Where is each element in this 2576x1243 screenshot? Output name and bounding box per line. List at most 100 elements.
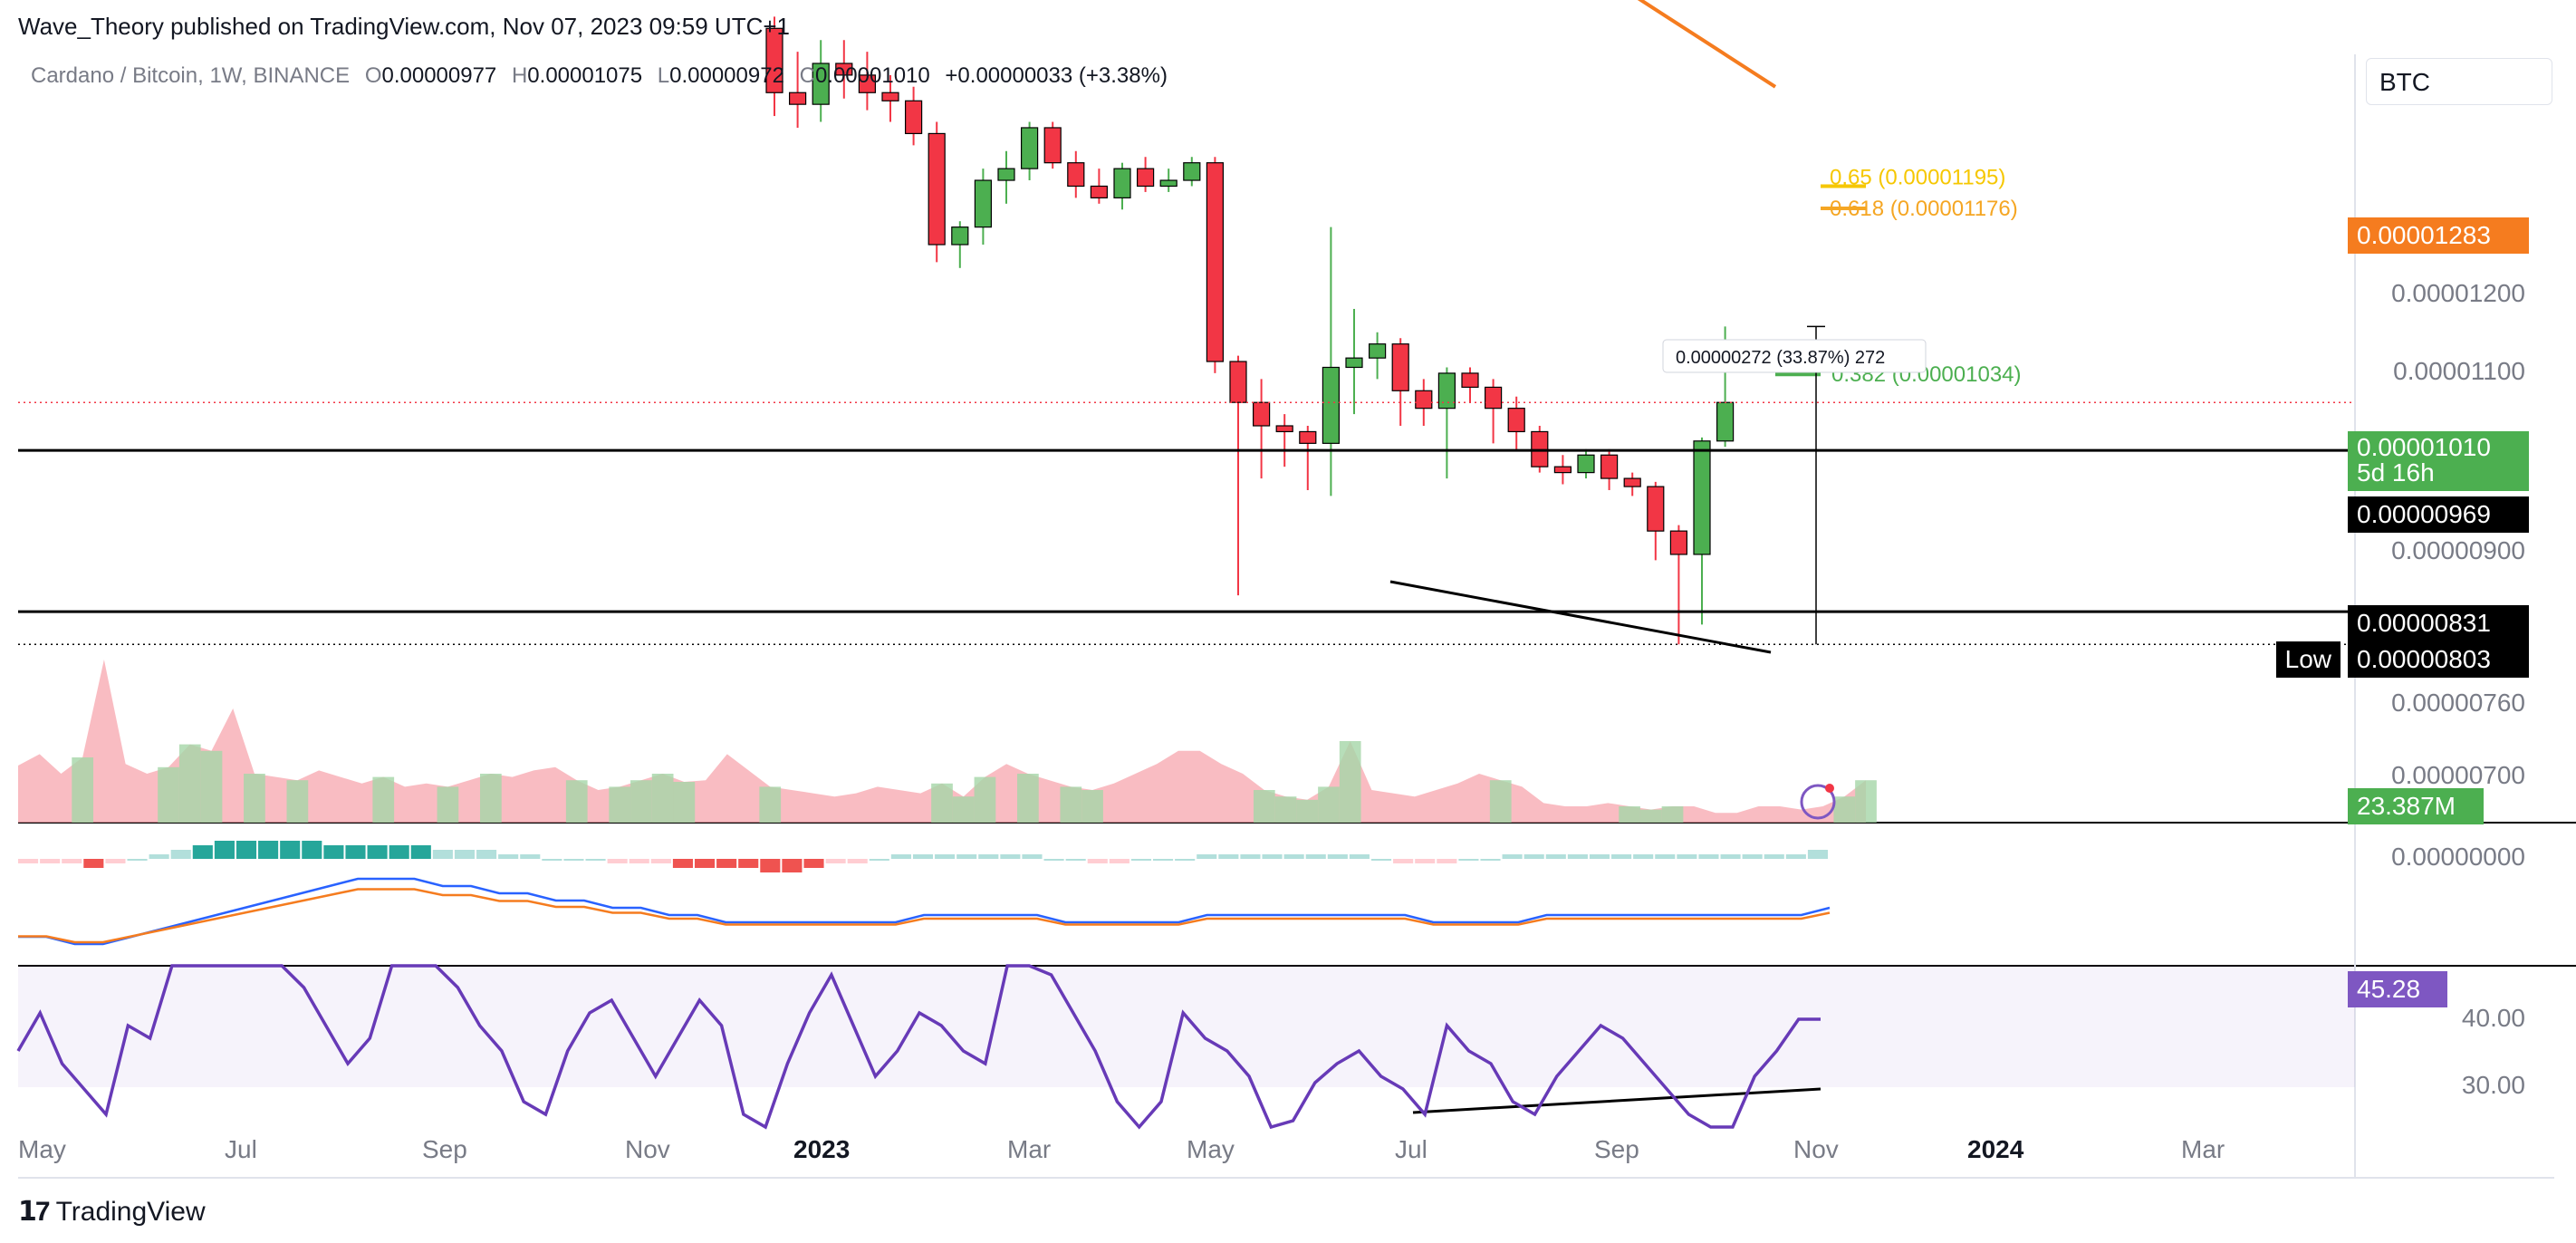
- volume-up-bar: [1296, 799, 1319, 823]
- price-tick: 0.00001200: [2391, 279, 2525, 307]
- tradingview-brand[interactable]: 𝟭7 TradingView: [18, 1196, 206, 1228]
- macd-histogram-bar: [367, 845, 388, 859]
- candle-body: [765, 27, 783, 93]
- volume-up-bar: [372, 776, 395, 823]
- price-tick: 0.00000700: [2391, 761, 2525, 789]
- volume-badge: 23.387M: [2348, 788, 2484, 824]
- volume-up-bar: [1489, 780, 1512, 823]
- close-value: 0.00001010: [814, 63, 930, 88]
- candle-body: [1275, 425, 1293, 433]
- volume-up-bar: [200, 750, 223, 823]
- macd-histogram-bar: [607, 859, 628, 863]
- open-value: 0.00000977: [381, 63, 497, 88]
- macd-histogram-bar: [389, 845, 409, 859]
- measure-box: [1662, 339, 1927, 373]
- moving-average-line: [1637, 0, 1777, 89]
- macd-histogram-bar: [1000, 854, 1021, 859]
- support-upper-badge: 0.00000969: [2348, 496, 2529, 533]
- low-price-badge: 0.00000803: [2348, 641, 2529, 678]
- volume-up-bar: [673, 782, 696, 823]
- candle-body: [997, 168, 1015, 181]
- macd-histogram-bar: [1437, 859, 1457, 863]
- macd-histogram-bar: [1043, 859, 1064, 861]
- open-label: O: [364, 63, 382, 88]
- macd-histogram-bar: [1698, 854, 1719, 859]
- macd-line: [18, 877, 1831, 946]
- volume-up-bar: [1661, 806, 1684, 823]
- brand-name: TradingView: [55, 1196, 206, 1227]
- publisher-header: Wave_Theory published on TradingView.com…: [18, 13, 790, 40]
- macd-histogram-bar: [258, 841, 279, 859]
- candle-body: [1391, 343, 1409, 391]
- price-divergence-line: [1389, 580, 1772, 654]
- macd-histogram-bar: [1218, 854, 1239, 859]
- volume-up-bar: [1619, 806, 1640, 823]
- volume-up-bar: [1833, 796, 1856, 823]
- macd-histogram-bar: [1589, 854, 1610, 859]
- candle-body: [1252, 401, 1271, 427]
- symbol-legend: Cardano / Bitcoin, 1W, BINANCE O0.000009…: [31, 63, 1168, 89]
- x-tick: Sep: [1594, 1135, 1639, 1163]
- volume-up-bar: [630, 780, 652, 823]
- macd-histogram-bar: [520, 854, 541, 859]
- volume-up-bar: [931, 783, 953, 823]
- macd-histogram-bar: [738, 859, 759, 868]
- candle-body: [1299, 430, 1317, 444]
- candle-body: [1345, 357, 1363, 369]
- candle-body: [1577, 454, 1595, 474]
- macd-histogram-bar: [345, 845, 366, 859]
- candle-body: [1693, 440, 1711, 555]
- high-value: 0.00001075: [527, 63, 643, 88]
- macd-histogram-bar: [563, 859, 584, 861]
- candle-body: [835, 63, 853, 76]
- macd-histogram-bar: [1022, 854, 1043, 859]
- candle-body: [1043, 127, 1062, 164]
- macd-histogram-bar: [410, 845, 431, 859]
- candle-body: [904, 100, 923, 135]
- signal-line: [18, 888, 1831, 944]
- macd-histogram-bar: [890, 854, 911, 859]
- macd-histogram-bar: [1153, 859, 1174, 861]
- macd-histogram-bar: [1480, 859, 1501, 861]
- low-label-badge: Low: [2275, 641, 2341, 678]
- volume-up-bar: [72, 757, 94, 823]
- macd-histogram-bar: [62, 859, 82, 863]
- x-tick: May: [18, 1135, 66, 1163]
- candle-body: [951, 226, 969, 246]
- x-tick: Mar: [2181, 1135, 2225, 1163]
- candle-body: [1206, 162, 1225, 362]
- macd-histogram-bar: [1458, 859, 1479, 861]
- candle-body: [974, 179, 993, 228]
- support-lower-badge: 0.00000831: [2348, 605, 2529, 641]
- x-tick-year: 2023: [793, 1135, 851, 1163]
- volume-up-bar: [759, 786, 782, 823]
- macd-histogram-bar: [1175, 859, 1196, 861]
- macd-histogram-bar: [542, 859, 562, 861]
- macd-histogram-bar: [1523, 854, 1544, 859]
- price-tick: 0.00001100: [2393, 357, 2525, 385]
- low-label: L: [657, 63, 670, 88]
- candle-body: [1623, 477, 1641, 487]
- macd-histogram-bar: [498, 854, 519, 859]
- candle-body: [1647, 486, 1665, 532]
- macd-histogram-bar: [192, 845, 213, 859]
- volume-up-bar: [1017, 774, 1039, 823]
- macd-histogram-bar: [476, 850, 497, 859]
- macd-histogram-bar: [1305, 854, 1326, 859]
- volume-up-bar: [651, 774, 674, 823]
- rsi-tick: 30.00: [2461, 1071, 2525, 1099]
- macd-histogram-bar: [869, 859, 889, 861]
- candle-body: [1600, 454, 1619, 479]
- volume-up-bar: [1274, 796, 1297, 823]
- macd-histogram-bar: [585, 859, 606, 861]
- candle-body: [1020, 127, 1039, 169]
- volume-up-bar: [1339, 741, 1361, 823]
- candle-body: [881, 92, 899, 101]
- volume-up-bar: [244, 774, 265, 823]
- macd-histogram-bar: [1130, 859, 1152, 861]
- currency-button[interactable]: BTC: [2366, 58, 2552, 105]
- last-price-badge: 0.00001010 5d 16h: [2348, 431, 2529, 491]
- fib-0618-label: 0.618 (0.00001176): [1830, 197, 2018, 221]
- countdown-value: 5d 16h: [2357, 458, 2435, 487]
